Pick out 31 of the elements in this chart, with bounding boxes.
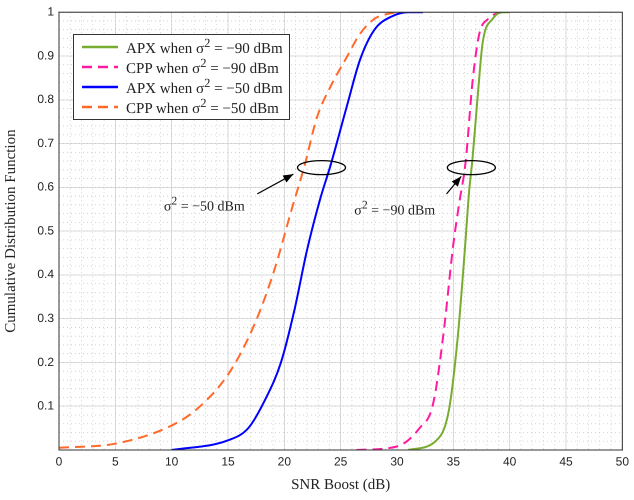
- y-tick-label: 0.9: [37, 48, 54, 62]
- x-tick-label: 40: [502, 454, 517, 469]
- y-tick-label: 0.1: [37, 398, 54, 413]
- x-tick-label: 30: [390, 454, 404, 469]
- y-tick-label: 1: [47, 4, 54, 19]
- x-tick-label: 20: [278, 454, 292, 469]
- y-tick-label: 0.2: [37, 354, 54, 369]
- y-tick-label: 0.8: [37, 92, 54, 106]
- legend-label: APX when σ$^{2}$ = −50 dBm: [126, 76, 283, 98]
- x-tick-label: 15: [221, 454, 235, 469]
- legend-label: CPP when σ$^{2}$ = −90 dBm: [126, 56, 279, 78]
- line-series: [355, 12, 500, 450]
- x-tick-label: 10: [164, 454, 179, 469]
- x-tick-label: 45: [559, 454, 573, 469]
- y-tick-label: 0.7: [37, 136, 54, 150]
- annotation: σ$^{2}$ = −90 dBm: [354, 198, 436, 220]
- line-series: [407, 12, 511, 450]
- y-tick-label: 0.4: [37, 267, 54, 282]
- x-tick-label: 25: [334, 454, 348, 469]
- legend-label: APX when σ$^{2}$ = −90 dBm: [126, 36, 283, 58]
- annotation: σ$^{2}$ = −50 dBm: [164, 194, 245, 216]
- y-axis-title: Cumulative Distribution Function: [2, 128, 19, 333]
- x-tick-label: 35: [446, 454, 460, 469]
- y-tick-label: 0.5: [37, 223, 54, 238]
- y-tick-label: 0.6: [37, 180, 54, 194]
- legend-label: CPP when σ$^{2}$ = −50 dBm: [126, 96, 279, 118]
- x-axis-title: SNR Boost (dB): [291, 476, 390, 493]
- x-tick-label: 5: [112, 454, 119, 469]
- y-tick-label: 0.3: [37, 310, 54, 325]
- x-tick-label: 50: [616, 454, 630, 469]
- x-tick-label: 0: [56, 454, 63, 469]
